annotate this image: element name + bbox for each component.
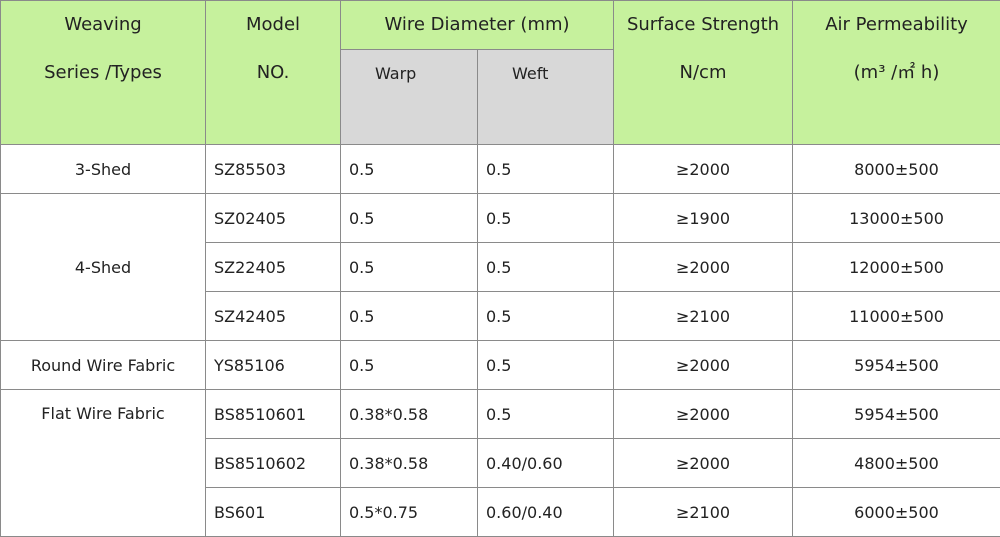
data-cell: BS601 [206,488,341,537]
data-cell: SZ02405 [206,194,341,243]
data-cell: ≥2100 [614,292,793,341]
data-cell: BS8510601 [206,390,341,439]
data-cell: ≥2000 [614,439,793,488]
type-cell: 4-Shed [1,194,206,341]
data-cell: 0.5 [478,145,614,194]
data-cell: 6000±500 [793,488,1000,537]
header-text: (m³ /㎡ h) [793,49,1000,97]
data-cell: SZ22405 [206,243,341,292]
data-cell: ≥2000 [614,390,793,439]
data-cell: 5954±500 [793,341,1000,390]
data-cell: 0.5 [478,341,614,390]
data-cell: BS8510602 [206,439,341,488]
header-text: Air Permeability [793,1,1000,49]
data-cell: 0.5 [341,145,478,194]
data-cell: ≥2000 [614,145,793,194]
data-cell: SZ85503 [206,145,341,194]
data-cell: 0.5 [341,341,478,390]
data-cell: YS85106 [206,341,341,390]
header-text: Model [206,1,340,49]
data-cell: 0.5 [341,292,478,341]
header-text: Series /Types [1,49,205,97]
header-text: Surface Strength [614,1,792,49]
data-cell: 12000±500 [793,243,1000,292]
data-cell: 0.5 [478,292,614,341]
type-cell: Round Wire Fabric [1,341,206,390]
data-cell: ≥2000 [614,243,793,292]
data-cell: 0.5 [478,194,614,243]
data-cell: 0.38*0.58 [341,439,478,488]
type-cell: 3-Shed [1,145,206,194]
data-cell: ≥1900 [614,194,793,243]
header-text: N/cm [614,49,792,97]
data-cell: 0.40/0.60 [478,439,614,488]
data-cell: 0.5 [341,194,478,243]
header-cell: Wire Diameter (mm) [341,1,614,50]
data-cell: SZ42405 [206,292,341,341]
data-cell: 0.5 [478,390,614,439]
data-cell: 5954±500 [793,390,1000,439]
data-cell: ≥2100 [614,488,793,537]
data-cell: 13000±500 [793,194,1000,243]
data-cell: ≥2000 [614,341,793,390]
header-text: NO. [206,49,340,97]
data-cell: 0.5 [478,243,614,292]
data-cell: 0.38*0.58 [341,390,478,439]
type-cell: Flat Wire Fabric [1,390,206,537]
data-cell: 0.5*0.75 [341,488,478,537]
header-cell: Air Permeability(m³ /㎡ h) [793,1,1000,145]
data-cell: 11000±500 [793,292,1000,341]
subheader-cell: Warp [341,50,478,145]
data-cell: 4800±500 [793,439,1000,488]
subheader-cell: Weft [478,50,614,145]
header-text: Weaving [1,1,205,49]
data-cell: 8000±500 [793,145,1000,194]
data-cell: 0.5 [341,243,478,292]
data-cell: 0.60/0.40 [478,488,614,537]
